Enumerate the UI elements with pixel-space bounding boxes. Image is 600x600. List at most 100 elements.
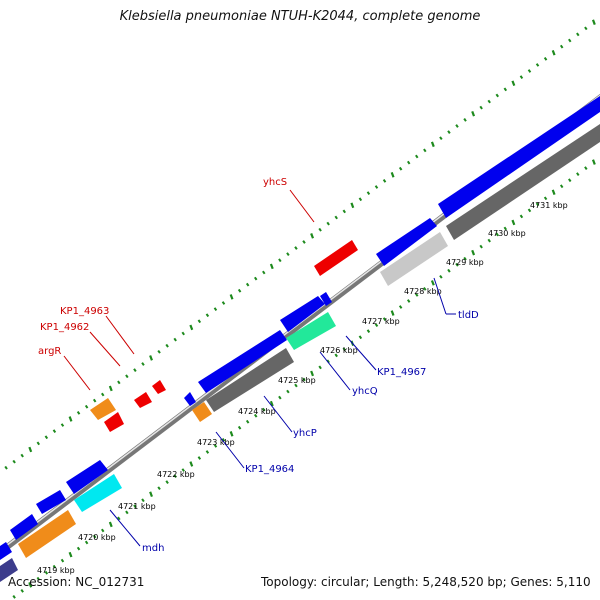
gene-arrow[interactable] — [0, 558, 18, 582]
gene-arrow[interactable] — [198, 330, 287, 393]
tick-mark-minor — [205, 450, 210, 454]
tick-mark-minor — [568, 178, 572, 183]
gene-arrow[interactable] — [376, 218, 437, 266]
tick-mark-minor — [278, 395, 282, 400]
tick-mark-minor — [479, 244, 483, 249]
tick-mark-minor — [318, 227, 322, 232]
tick-mark-major — [68, 551, 73, 558]
gene-label-KP1_4967[interactable]: KP1_4967 — [377, 367, 426, 378]
tick-mark-minor — [447, 268, 451, 273]
gene-arrow[interactable] — [280, 296, 325, 332]
tick-mark-minor — [117, 516, 121, 521]
genome-summary-text: Topology: circular; Length: 5,248,520 bp… — [261, 575, 591, 589]
gene-arrow[interactable] — [74, 474, 122, 512]
tick-mark-minor — [503, 87, 508, 92]
gene-arrow[interactable] — [314, 240, 358, 276]
tick-mark-minor — [503, 226, 508, 231]
tick-mark-minor — [173, 337, 177, 342]
gene-arrow[interactable] — [66, 460, 108, 494]
gene-arrow[interactable] — [90, 398, 116, 420]
gene-label-argR[interactable]: argR — [38, 346, 61, 357]
accession-text: Accession: NC_012731 — [8, 575, 145, 589]
tick-mark-major — [269, 400, 274, 407]
tick-mark-minor — [84, 540, 89, 545]
label-leaders-blue — [109, 277, 456, 547]
gene-label-yhcP[interactable]: yhcP — [293, 428, 317, 439]
tick-mark-major — [229, 294, 234, 300]
tick-mark-major — [108, 521, 113, 528]
tick-mark-minor — [398, 305, 403, 309]
tick-mark-minor — [4, 465, 8, 470]
gene-label-mdh[interactable]: mdh — [142, 543, 164, 554]
gene-arrow[interactable] — [192, 402, 212, 422]
tick-mark-minor — [527, 69, 532, 73]
tick-track-inner — [12, 159, 596, 599]
tick-mark-major — [511, 80, 516, 87]
scale-tick-label: 4731 kbp — [530, 201, 568, 210]
gene-label-KP1_4962[interactable]: KP1_4962 — [40, 322, 89, 333]
gene-arrow[interactable] — [286, 312, 336, 350]
scale-tick-label: 4720 kbp — [78, 533, 116, 542]
tick-mark-minor — [221, 301, 226, 305]
tick-mark-minor — [455, 124, 459, 128]
gene-arrow[interactable] — [134, 392, 152, 408]
tick-mark-minor — [262, 407, 266, 412]
tick-mark-major — [269, 263, 274, 270]
scale-tick-label: 4725 kbp — [278, 376, 316, 385]
tick-mark-minor — [342, 347, 347, 352]
tick-mark-minor — [20, 453, 24, 458]
gene-arrow[interactable] — [206, 348, 294, 412]
gene-arrow[interactable] — [152, 380, 166, 394]
scale-tick-label: 4727 kbp — [362, 317, 400, 326]
tick-mark-minor — [237, 425, 242, 430]
gene-arrow[interactable] — [10, 514, 38, 540]
tick-mark-minor — [535, 202, 540, 207]
scale-tick-label: 4728 kbp — [404, 287, 442, 296]
tick-mark-minor — [302, 240, 306, 244]
gene-arrow[interactable] — [36, 490, 66, 514]
tick-mark-minor — [519, 75, 524, 80]
tick-mark-minor — [133, 504, 137, 509]
gene-label-tldD[interactable]: tldD — [458, 310, 479, 321]
scale-tick-label: 4730 kbp — [488, 229, 526, 238]
gene-arrow[interactable] — [380, 232, 448, 286]
gene-arrow[interactable] — [446, 124, 600, 240]
gene-arrow[interactable] — [184, 392, 196, 406]
gene-label-KP1_4963[interactable]: KP1_4963 — [60, 306, 109, 317]
tick-mark-minor — [334, 215, 338, 220]
scale-tick-label: 4719 kbp — [37, 566, 75, 575]
gene-label-KP1_4964[interactable]: KP1_4964 — [245, 464, 294, 475]
gene-arrow[interactable] — [320, 292, 332, 306]
tick-mark-minor — [52, 564, 57, 569]
tick-mark-minor — [286, 389, 290, 394]
scale-tick-label: 4729 kbp — [446, 258, 484, 267]
tick-mark-major — [591, 19, 596, 25]
tick-mark-minor — [463, 118, 467, 122]
tick-mark-minor — [302, 377, 306, 382]
leader-line — [89, 331, 121, 367]
gene-arrow[interactable] — [18, 510, 76, 558]
gene-label-yhcQ[interactable]: yhcQ — [352, 386, 378, 397]
tick-mark-minor — [543, 56, 548, 61]
tick-mark-minor — [382, 179, 387, 183]
tick-mark-major — [430, 280, 435, 286]
gene-arrow[interactable] — [104, 412, 124, 432]
tick-mark-minor — [374, 323, 379, 327]
tick-mark-minor — [535, 63, 540, 67]
tick-mark-minor — [415, 154, 419, 159]
gene-arrow[interactable] — [0, 542, 12, 560]
gene-label-yhcS[interactable]: yhcS — [263, 177, 287, 188]
tick-mark-minor — [101, 392, 105, 397]
leader-line — [433, 277, 447, 315]
tick-mark-major — [390, 172, 395, 178]
tick-mark-major — [430, 141, 435, 148]
tick-track-outer — [4, 19, 596, 470]
tick-mark-major — [149, 491, 153, 498]
tick-mark-minor — [60, 423, 65, 427]
gene-arrow[interactable] — [438, 96, 600, 218]
tick-mark-minor — [181, 468, 185, 472]
tick-mark-major — [310, 370, 315, 377]
tick-mark-minor — [221, 438, 226, 442]
leader-line — [109, 509, 141, 547]
tick-mark-minor — [398, 166, 403, 171]
